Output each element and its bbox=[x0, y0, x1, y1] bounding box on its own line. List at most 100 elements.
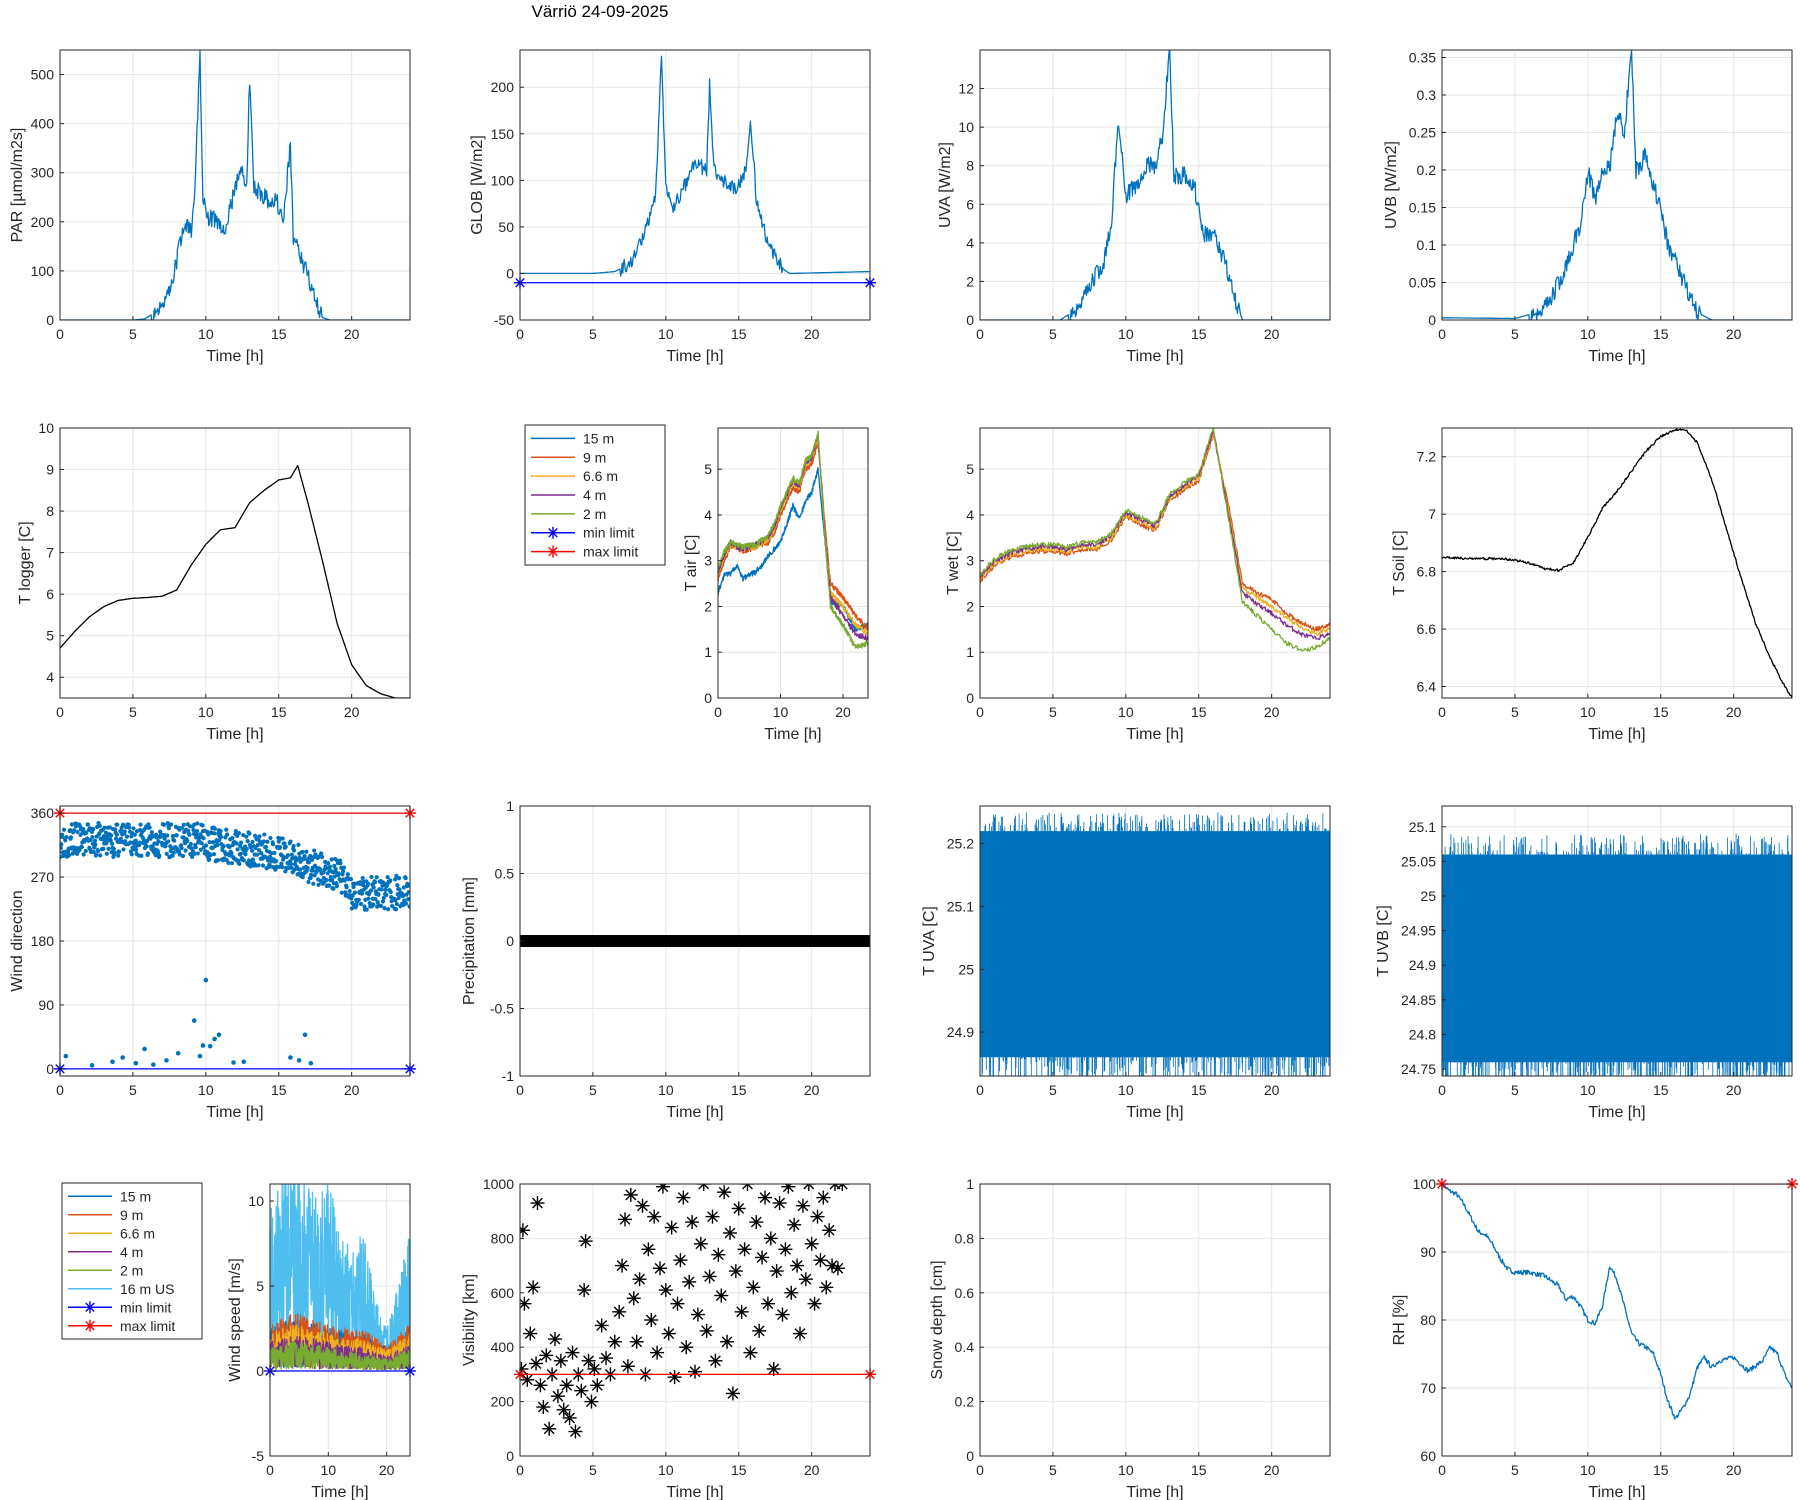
y-tick-label: 0.8 bbox=[955, 1230, 975, 1246]
data-point bbox=[526, 1280, 541, 1295]
data-point bbox=[298, 867, 303, 872]
data-point bbox=[297, 855, 302, 860]
data-point-stroke bbox=[785, 1287, 797, 1299]
data-point-stroke bbox=[712, 1249, 724, 1261]
data-point bbox=[81, 826, 86, 832]
legend-marker-stroke bbox=[85, 1321, 95, 1331]
data-point bbox=[257, 834, 262, 839]
plot-area bbox=[520, 1184, 870, 1439]
x-tick-label: 15 bbox=[271, 704, 287, 720]
data-point bbox=[393, 898, 398, 903]
data-point bbox=[629, 1334, 644, 1349]
data-point bbox=[198, 847, 203, 852]
x-tick-label: 0 bbox=[714, 704, 722, 720]
data-point bbox=[319, 854, 325, 860]
series-line-par bbox=[60, 50, 410, 320]
data-point bbox=[690, 1307, 705, 1322]
data-point bbox=[171, 850, 176, 855]
data-point bbox=[255, 852, 260, 857]
data-point bbox=[332, 863, 337, 868]
data-point-stroke bbox=[609, 1336, 621, 1348]
data-point-stroke bbox=[709, 1355, 721, 1367]
data-point-stroke bbox=[756, 1251, 768, 1263]
data-point bbox=[212, 826, 217, 831]
data-point-stroke bbox=[520, 1363, 527, 1372]
x-tick-label: 15 bbox=[1191, 1462, 1207, 1478]
data-point-stroke bbox=[524, 1328, 536, 1340]
data-point bbox=[107, 825, 112, 830]
data-point bbox=[763, 1231, 778, 1246]
data-point bbox=[612, 1304, 627, 1319]
x-tick-label: 15 bbox=[1653, 704, 1669, 720]
data-point-stroke bbox=[532, 1197, 543, 1209]
y-tick-label: 60 bbox=[1420, 1448, 1436, 1464]
x-tick-label: 0 bbox=[1438, 326, 1446, 342]
data-point bbox=[212, 1036, 217, 1042]
data-point bbox=[201, 836, 206, 841]
data-point bbox=[302, 1032, 308, 1038]
data-point bbox=[330, 877, 335, 883]
data-point bbox=[129, 834, 134, 839]
legend-marker bbox=[547, 545, 559, 558]
data-point bbox=[599, 1351, 614, 1366]
y-tick-label: 5 bbox=[46, 628, 54, 644]
data-point bbox=[396, 876, 402, 881]
data-point bbox=[195, 821, 200, 826]
data-point bbox=[385, 875, 390, 880]
data-point bbox=[300, 874, 305, 880]
data-point bbox=[379, 903, 384, 909]
data-point bbox=[113, 827, 118, 832]
data-point bbox=[407, 904, 410, 909]
data-point bbox=[330, 870, 336, 875]
data-point bbox=[170, 834, 175, 839]
data-point bbox=[327, 864, 333, 869]
data-point bbox=[349, 906, 354, 911]
data-point bbox=[102, 825, 107, 830]
data-point bbox=[262, 832, 267, 837]
y-tick-label: 90 bbox=[1420, 1244, 1436, 1260]
data-point bbox=[749, 1215, 764, 1230]
data-point bbox=[607, 1334, 622, 1349]
x-tick-label: 10 bbox=[1118, 704, 1134, 720]
data-point bbox=[559, 1378, 574, 1393]
data-point bbox=[200, 1043, 206, 1048]
x-tick-label: 15 bbox=[1191, 1082, 1207, 1098]
data-point-stroke bbox=[750, 1216, 762, 1228]
x-tick-label: 20 bbox=[1264, 326, 1280, 342]
data-point bbox=[239, 840, 244, 845]
x-tick-label: 0 bbox=[1438, 704, 1446, 720]
data-point-stroke bbox=[692, 1309, 704, 1321]
data-point-stroke bbox=[836, 1184, 844, 1190]
data-point bbox=[291, 843, 296, 849]
data-point-stroke bbox=[774, 1197, 786, 1209]
data-point-stroke bbox=[817, 1192, 829, 1204]
data-point bbox=[256, 848, 262, 853]
y-tick-label: 0.2 bbox=[955, 1394, 975, 1410]
x-tick-label: 20 bbox=[344, 326, 360, 342]
y-tick-label: 400 bbox=[491, 1339, 515, 1355]
y-tick-label: 25 bbox=[958, 961, 974, 977]
chart-precip: 0 5 10 15 20 -1 -0.5 0 0.5 1 Time [h] Precipitation… bbox=[461, 798, 871, 1121]
data-point bbox=[312, 848, 317, 853]
x-axis-label: Time [h] bbox=[1126, 1484, 1183, 1500]
data-point bbox=[702, 1269, 717, 1284]
legend-label: 2 m bbox=[120, 1262, 143, 1278]
data-point bbox=[371, 885, 376, 890]
y-tick-label: 10 bbox=[248, 1193, 264, 1209]
data-point bbox=[79, 844, 84, 850]
data-point bbox=[403, 876, 408, 881]
data-point bbox=[225, 832, 230, 837]
plot-area bbox=[520, 935, 870, 947]
data-point bbox=[347, 888, 352, 894]
data-point bbox=[816, 1190, 831, 1205]
data-point bbox=[208, 853, 213, 858]
data-point bbox=[63, 838, 68, 843]
y-tick-label: 3 bbox=[704, 553, 712, 569]
y-tick-label: 24.85 bbox=[1401, 992, 1436, 1008]
x-axis-label: Time [h] bbox=[764, 726, 821, 743]
x-tick-label: 20 bbox=[1264, 704, 1280, 720]
data-point-stroke bbox=[637, 1200, 648, 1212]
data-point bbox=[195, 851, 200, 856]
data-point-stroke bbox=[715, 1290, 727, 1301]
data-point-stroke bbox=[578, 1284, 590, 1296]
